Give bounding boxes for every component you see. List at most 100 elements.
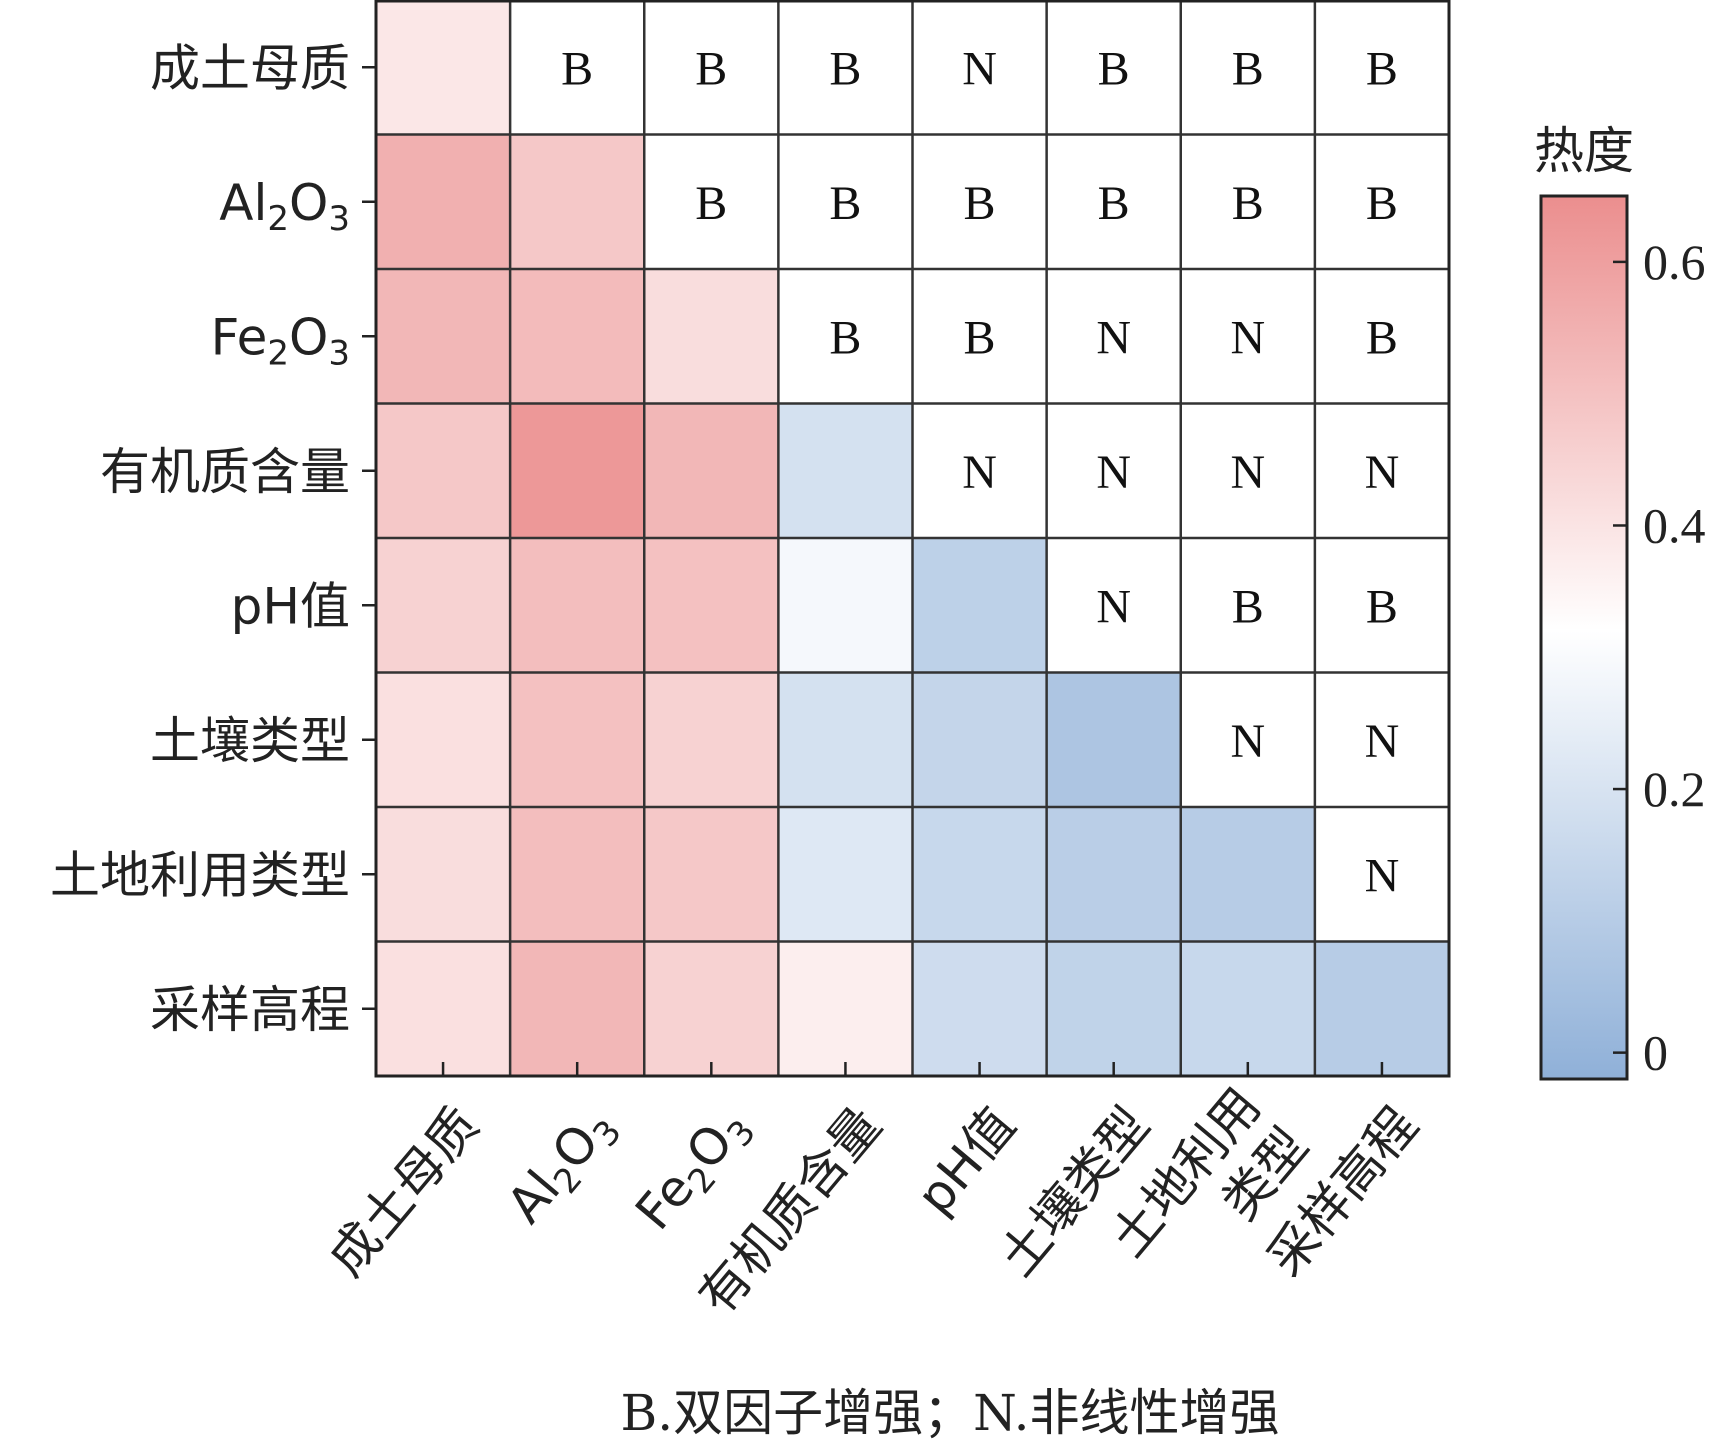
interaction-label-r3-c5: N — [1096, 446, 1131, 499]
heatmap-cell-r1-c3 — [778, 134, 913, 269]
interaction-label-r1-c2: B — [695, 177, 727, 230]
row-label-2: Fe2O3 — [211, 308, 350, 373]
heatmap-cell-r4-c0 — [376, 538, 511, 673]
heatmap-frame — [374, 0, 1451, 1078]
interaction-label-r0-c1: B — [561, 42, 593, 95]
heatmap-cell-r2-c6 — [1180, 269, 1315, 404]
heatmap-cell-r7-c5 — [1046, 941, 1181, 1076]
heatmap-cell-r3-c2 — [644, 403, 779, 538]
heatmap-cell-r5-c2 — [644, 672, 779, 807]
interaction-label-r1-c4: B — [964, 177, 996, 230]
heatmap-cell-r4-c7 — [1314, 538, 1449, 673]
interaction-label-r0-c5: B — [1098, 42, 1130, 95]
colorbar-tick-label-2: 0.4 — [1643, 497, 1706, 553]
colorbar-tick-label-1: 0.2 — [1643, 761, 1706, 817]
heatmap-cell-r7-c7 — [1314, 941, 1449, 1076]
heatmap-cell-r6-c0 — [376, 807, 511, 942]
heatmap-cell-r5-c5 — [1046, 672, 1181, 807]
interaction-label-r4-c5: N — [1096, 580, 1131, 633]
col-label-0: 成土母质 — [317, 1096, 490, 1286]
grid-lines — [374, 0, 1451, 1078]
interaction-label-r2-c6: N — [1230, 311, 1265, 364]
interaction-label-r5-c7: N — [1365, 715, 1400, 768]
heatmap-cell-r0-c5 — [1046, 0, 1181, 135]
colorbar-tick-label-0: 0 — [1643, 1025, 1668, 1081]
col-label-1: Al2O3 — [496, 1096, 630, 1238]
heatmap-cell-r6-c4 — [912, 807, 1047, 942]
heatmap-cell-r0-c1 — [510, 0, 645, 135]
heatmap-cell-r4-c1 — [510, 538, 645, 673]
row-label-1: Al2O3 — [219, 174, 350, 239]
legend-footnote: B.双因子增强；N.非线性增强 — [620, 1384, 1279, 1442]
heatmap-cell-r3-c3 — [778, 403, 913, 538]
heatmap-cell-r5-c7 — [1314, 672, 1449, 807]
interaction-label-r0-c3: B — [829, 42, 861, 95]
interaction-label-r2-c3: B — [829, 311, 861, 364]
interaction-label-r1-c6: B — [1232, 177, 1264, 230]
row-label-5: 土壤类型 — [150, 712, 350, 770]
heatmap-cell-r2-c0 — [376, 269, 511, 404]
heatmap-cell-r1-c1 — [510, 134, 645, 269]
heatmap-cell-r1-c5 — [1046, 134, 1181, 269]
interaction-labels: B B B N B B B B B B B B B B B N N B N N N N N B B N N N — [561, 42, 1399, 902]
heatmap-cell-r1-c6 — [1180, 134, 1315, 269]
interaction-label-r0-c2: B — [695, 42, 727, 95]
heatmap-cell-r0-c3 — [778, 0, 913, 135]
heatmap-cell-r3-c5 — [1046, 403, 1181, 538]
heatmap-cell-r5-c6 — [1180, 672, 1315, 807]
interaction-label-r6-c7: N — [1365, 849, 1400, 902]
row-label-0: 成土母质 — [150, 39, 350, 97]
heatmap-cell-r1-c2 — [644, 134, 779, 269]
row-label-4: pH值 — [231, 577, 350, 635]
heatmap-cell-r5-c0 — [376, 672, 511, 807]
heatmap-cell-r0-c4 — [912, 0, 1047, 135]
heatmap-cell-r0-c0 — [376, 0, 511, 135]
heatmap-cell-r7-c6 — [1180, 941, 1315, 1076]
interaction-label-r0-c6: B — [1232, 42, 1264, 95]
interaction-label-r2-c7: B — [1366, 311, 1398, 364]
heatmap-cell-r6-c1 — [510, 807, 645, 942]
heatmap-cell-r2-c7 — [1314, 269, 1449, 404]
colorbar: 热度 0 0.2 0.4 0.6 — [1534, 122, 1706, 1081]
heatmap-cell-r0-c7 — [1314, 0, 1449, 135]
heatmap-cell-r4-c2 — [644, 538, 779, 673]
heatmap-cell-r3-c1 — [510, 403, 645, 538]
colorbar-title: 热度 — [1534, 122, 1634, 180]
heatmap-cell-r5-c4 — [912, 672, 1047, 807]
heatmap-cell-r1-c0 — [376, 134, 511, 269]
heatmap-cell-r5-c3 — [778, 672, 913, 807]
row-label-6: 土地利用类型 — [50, 846, 350, 904]
heatmap-cells — [376, 0, 1449, 1076]
heatmap-cell-r2-c1 — [510, 269, 645, 404]
colorbar-gradient — [1539, 194, 1629, 1081]
heatmap-cell-r1-c7 — [1314, 134, 1449, 269]
heatmap-cell-r4-c6 — [1180, 538, 1315, 673]
row-label-7: 采样高程 — [150, 981, 350, 1039]
interaction-label-r1-c7: B — [1366, 177, 1398, 230]
heatmap-cell-r1-c4 — [912, 134, 1047, 269]
heatmap-cell-r3-c6 — [1180, 403, 1315, 538]
heatmap-cell-r4-c5 — [1046, 538, 1181, 673]
heatmap-cell-r7-c4 — [912, 941, 1047, 1076]
interaction-label-r4-c6: B — [1232, 580, 1264, 633]
heatmap-cell-r4-c4 — [912, 538, 1047, 673]
heatmap-cell-r7-c3 — [778, 941, 913, 1076]
heatmap-cell-r6-c3 — [778, 807, 913, 942]
heatmap-cell-r3-c4 — [912, 403, 1047, 538]
heatmap-cell-r7-c1 — [510, 941, 645, 1076]
heatmap-cell-r0-c2 — [644, 0, 779, 135]
interaction-label-r3-c6: N — [1230, 446, 1265, 499]
heatmap-cell-r6-c7 — [1314, 807, 1449, 942]
heatmap-cell-r7-c0 — [376, 941, 511, 1076]
heatmap-cell-r6-c5 — [1046, 807, 1181, 942]
heatmap-cell-r0-c6 — [1180, 0, 1315, 135]
interaction-label-r2-c5: N — [1096, 311, 1131, 364]
interaction-label-r4-c7: B — [1366, 580, 1398, 633]
heatmap-cell-r5-c1 — [510, 672, 645, 807]
heatmap-cell-r6-c6 — [1180, 807, 1315, 942]
heatmap-cell-r2-c2 — [644, 269, 779, 404]
interaction-label-r5-c6: N — [1230, 715, 1265, 768]
